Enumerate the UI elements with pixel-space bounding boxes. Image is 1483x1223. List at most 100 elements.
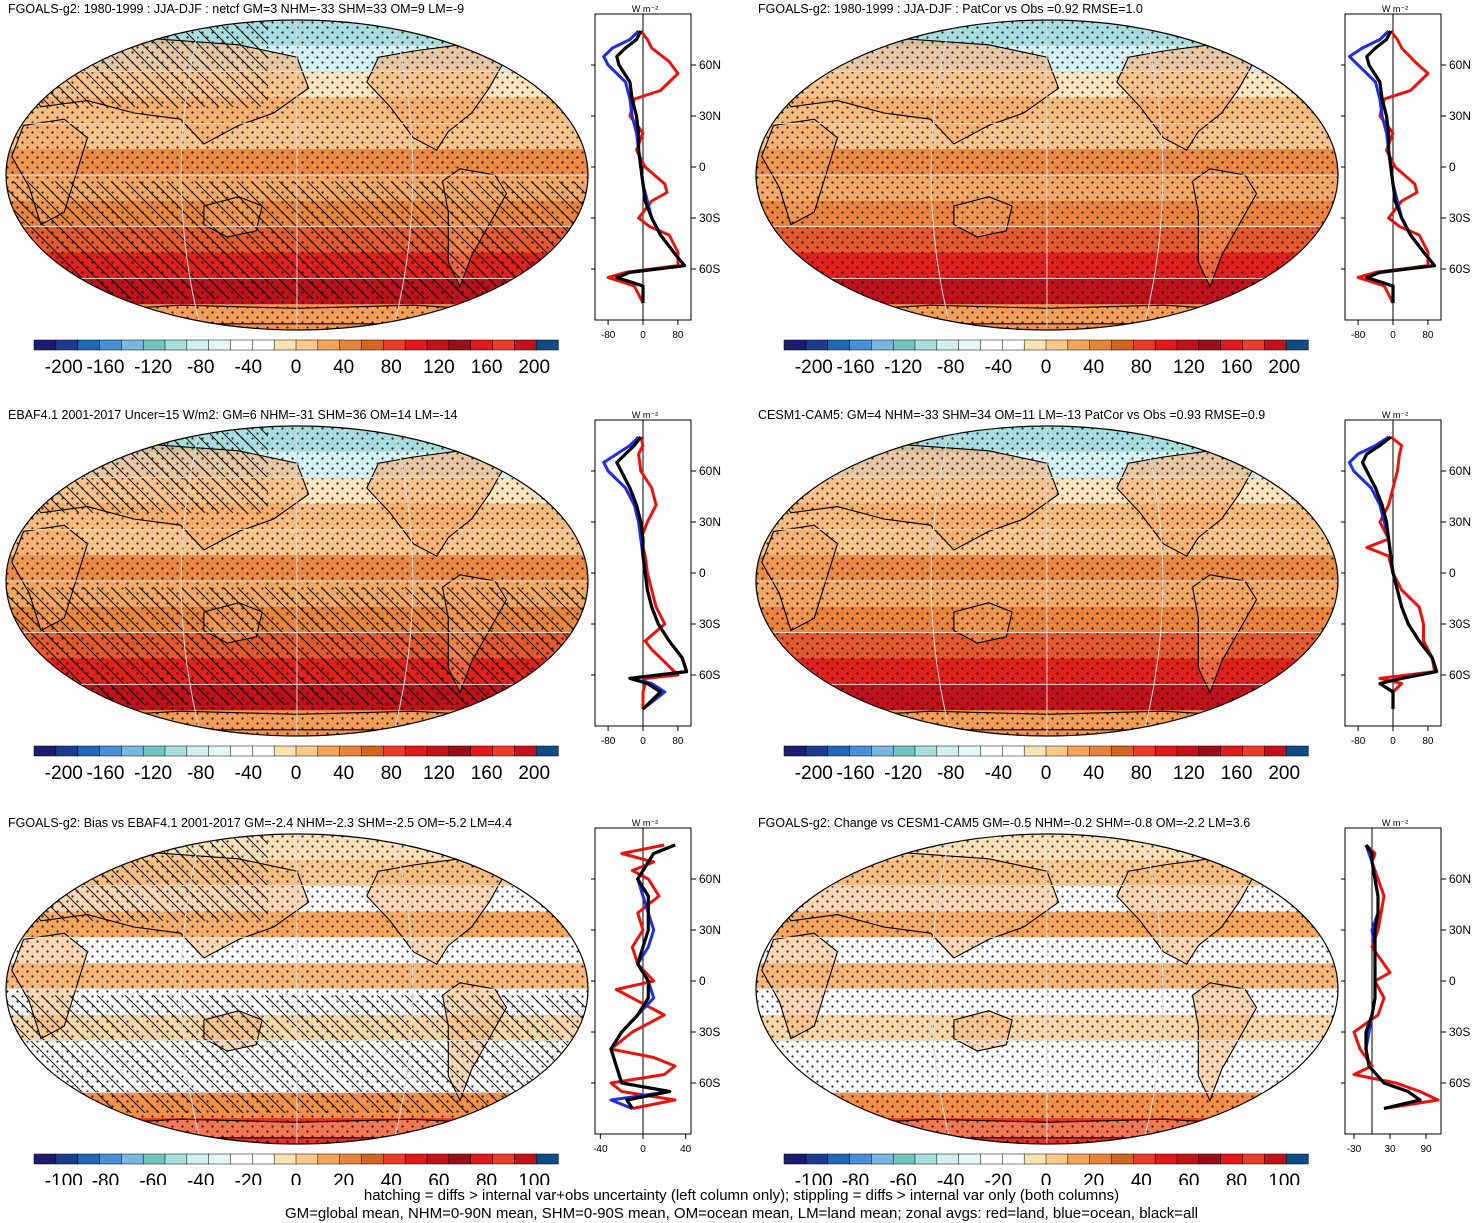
colorbar-swatch	[1023, 1153, 1047, 1165]
colorbar-swatch	[55, 1153, 79, 1165]
colorbar-swatch	[1067, 339, 1091, 351]
panel-4: CESM1-CAM5: GM=4 NHM=-33 SHM=34 OM=11 LM…	[755, 408, 1471, 784]
colorbar-swatch	[142, 1153, 166, 1165]
colorbar-label: 120	[1173, 357, 1205, 378]
colorbar-swatch	[383, 339, 406, 351]
colorbar-label: -80	[187, 763, 214, 784]
colorbar-swatch	[339, 745, 363, 757]
zonal-xtick-label: 0	[640, 1144, 646, 1155]
map-outline	[755, 19, 1339, 331]
colorbar-label: 100	[1268, 1171, 1300, 1185]
zonal-ytick-label: 60N	[1449, 464, 1471, 478]
zonal-ytick-label: 0	[699, 160, 706, 174]
colorbar-swatch	[1264, 339, 1287, 351]
colorbar-label: 20	[333, 1171, 354, 1185]
colorbar-swatch	[980, 339, 1003, 351]
zonal-frame	[1344, 827, 1442, 1135]
colorbar-label: 200	[518, 357, 550, 378]
colorbar-swatch	[317, 339, 341, 351]
colorbar-swatch	[339, 339, 363, 351]
colorbar-label: 0	[291, 1171, 302, 1185]
panel-3: EBAF4.1 2001-2017 Uncer=15 W/m2: GM=6 NH…	[5, 408, 721, 784]
panel-title: EBAF4.1 2001-2017 Uncer=15 W/m2: GM=6 NH…	[8, 408, 458, 422]
colorbar: -200 -160 -120 -80 -40 0 40 80 120 160 200	[33, 745, 559, 784]
colorbar-label: 120	[423, 357, 455, 378]
colorbar-swatch	[958, 1153, 982, 1165]
zonal-ytick-label: 30S	[1449, 617, 1470, 631]
colorbar-label: 40	[1131, 1171, 1152, 1185]
colorbar-swatch	[1285, 339, 1309, 351]
colorbar-swatch	[827, 339, 851, 351]
zonal-xtick-label: 90	[1420, 1144, 1432, 1155]
colorbar-swatch	[142, 339, 166, 351]
map-body	[756, 834, 1338, 1144]
zonal-ytick-label: 60S	[1449, 262, 1470, 276]
colorbar-label: 40	[333, 763, 354, 784]
zonal-ytick-label: 60N	[699, 872, 721, 886]
colorbar-swatch	[317, 745, 341, 757]
hatching	[6, 426, 268, 513]
colorbar-swatch	[958, 339, 982, 351]
colorbar-swatch	[783, 1153, 807, 1165]
colorbar-swatch	[1023, 745, 1047, 757]
graticule	[756, 426, 1338, 736]
colorbar-swatch	[470, 1153, 494, 1165]
zonal-xtick-label: -80	[1351, 736, 1366, 747]
colorbar-swatch	[871, 1153, 894, 1165]
colorbar-swatch	[1154, 339, 1178, 351]
zonal-mean-plot: W m⁻² -30 30 90 60N 30N 0 30S 60S	[1341, 818, 1471, 1155]
zonal-ytick-label: 60S	[699, 668, 720, 682]
colorbar-swatch	[121, 745, 144, 757]
colorbar-label: 200	[1268, 357, 1300, 378]
colorbar-swatch	[33, 1153, 57, 1165]
panel-2: FGOALS-g2: 1980-1999 : JJA-DJF : PatCor …	[755, 2, 1471, 378]
footer-line-2: GM=global mean, NHM=0-90N mean, SHM=0-90…	[284, 1205, 1198, 1222]
panel-6: FGOALS-g2: Change vs CESM1-CAM5 GM=-0.5 …	[755, 816, 1471, 1185]
colorbar-label: 40	[333, 357, 354, 378]
world-map	[5, 833, 589, 1145]
zonal-xtick-label: 30	[1384, 1144, 1396, 1155]
colorbar-label: -60	[889, 1171, 916, 1185]
colorbar-swatch	[55, 745, 79, 757]
colorbar-swatch	[361, 339, 384, 351]
colorbar-swatch	[805, 1153, 829, 1165]
colorbar-label: 200	[1268, 763, 1300, 784]
colorbar-swatch	[361, 1153, 384, 1165]
colorbar-swatch	[892, 745, 916, 757]
colorbar-label: 80	[476, 1171, 497, 1185]
colorbar-swatch	[77, 1153, 101, 1165]
zonal-line-all	[615, 30, 687, 303]
colorbar-swatch	[871, 745, 894, 757]
zonal-xtick-label: 0	[640, 736, 646, 747]
zonal-line-all	[609, 843, 676, 1110]
colorbar-swatch	[492, 339, 515, 351]
colorbar-swatch	[77, 339, 101, 351]
graticule-meridian	[930, 426, 952, 736]
zonal-mean-plot: W m⁻² -80 0 80 60N 30N 0 30S 60S	[1341, 4, 1471, 341]
zonal-xtick-label: -80	[1351, 330, 1366, 341]
colorbar-label: -120	[134, 357, 172, 378]
zonal-ytick-label: 30N	[1449, 923, 1471, 937]
colorbar-label: -40	[985, 763, 1012, 784]
colorbar-label: 200	[518, 763, 550, 784]
zonal-ytick-label: 0	[1449, 566, 1456, 580]
colorbar-swatch	[252, 339, 275, 351]
colorbar-swatch	[121, 339, 144, 351]
zonal-line-all	[1360, 435, 1439, 709]
colorbar-swatch	[1111, 339, 1134, 351]
colorbar-swatch	[1198, 339, 1222, 351]
graticule	[6, 834, 588, 1144]
colorbar-swatch	[1023, 339, 1047, 351]
colorbar-swatch	[448, 745, 472, 757]
colorbar-label: 0	[1041, 357, 1052, 378]
world-map	[755, 19, 1339, 331]
zonal-ytick-label: 60S	[699, 262, 720, 276]
zonal-ytick-label: 0	[1449, 160, 1456, 174]
zonal-xtick-label: 80	[672, 330, 684, 341]
colorbar-swatch	[914, 745, 938, 757]
colorbar-swatch	[142, 745, 166, 757]
panel-5: FGOALS-g2: Bias vs EBAF4.1 2001-2017 GM=…	[5, 816, 721, 1185]
colorbar-swatch	[208, 745, 232, 757]
colorbar-swatch	[1264, 745, 1287, 757]
panel-title: CESM1-CAM5: GM=4 NHM=-33 SHM=34 OM=11 LM…	[758, 408, 1265, 422]
